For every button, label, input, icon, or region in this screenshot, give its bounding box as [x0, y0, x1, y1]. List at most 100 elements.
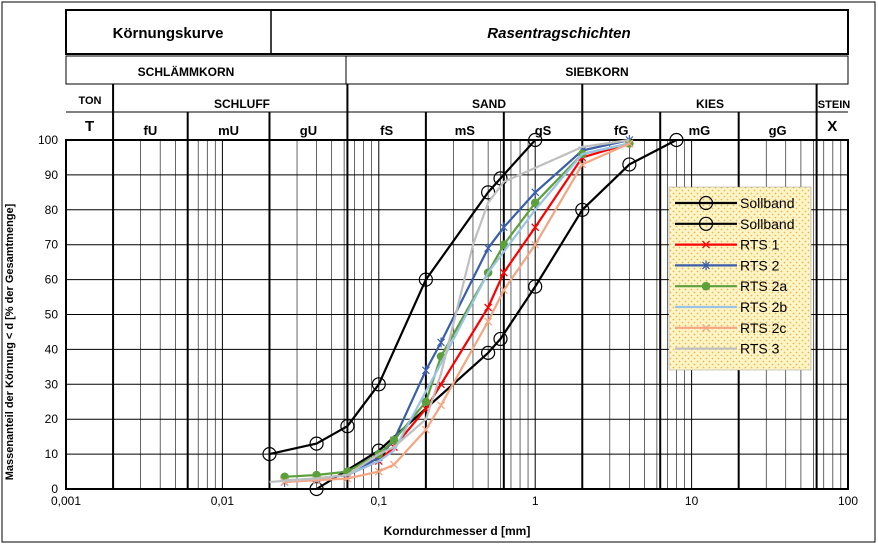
data-point	[531, 240, 540, 249]
legend-swatch-marker	[698, 216, 714, 231]
data-point	[499, 240, 509, 249]
legend-item: RTS 2a	[675, 278, 787, 294]
data-point	[531, 187, 540, 198]
class-kies: KIES	[696, 97, 724, 111]
data-point	[499, 286, 508, 295]
y-tick-label: 10	[45, 447, 59, 461]
data-point	[530, 198, 540, 208]
data-point	[481, 345, 496, 360]
series-rts-2c	[280, 139, 634, 486]
data-point	[309, 436, 324, 451]
x-tick-label: 0,01	[211, 494, 235, 508]
header-right-title: Rasentragschichten	[487, 25, 630, 42]
legend-box	[668, 186, 812, 371]
data-point	[528, 132, 543, 148]
data-point	[484, 317, 493, 326]
legend-item: RTS 3	[675, 341, 780, 357]
data-point	[389, 460, 398, 469]
legend-label: Sollband	[740, 195, 795, 211]
legend-label: RTS 2c	[740, 320, 786, 336]
data-point	[578, 160, 587, 169]
legend-item: RTS 2c	[675, 320, 786, 336]
data-point	[499, 222, 508, 233]
group-siebkorn: SIEBKORN	[565, 65, 628, 79]
y-tick-label: 50	[45, 308, 59, 322]
series-rts-3	[269, 138, 630, 484]
data-point	[421, 425, 430, 434]
subclass-label: gG	[769, 123, 787, 138]
x-tick-label: 0,1	[370, 494, 387, 508]
x-tick-label: 0,001	[51, 494, 81, 508]
legend-swatch-marker	[702, 323, 710, 332]
data-point	[340, 419, 355, 434]
legend-label: RTS 1	[740, 237, 780, 253]
legend-item: Sollband	[675, 195, 795, 211]
legend-swatch-marker	[698, 195, 714, 211]
data-point	[418, 272, 433, 287]
legend-label: RTS 3	[740, 341, 780, 357]
x-axis-label: Korndurchmesser d [mm]	[384, 524, 531, 538]
y-tick-label: 100	[38, 133, 58, 147]
data-point	[437, 337, 445, 348]
class-schluff: SCHLUFF	[214, 97, 270, 111]
legend-label: Sollband	[740, 216, 795, 232]
data-point	[528, 279, 543, 294]
data-point	[421, 365, 430, 376]
series-sollband	[262, 132, 543, 462]
plot-axes: 0 10 20 30 40 50 60 70 80 90 100 0,001 0,01 0,1 1 10 100	[38, 133, 858, 508]
y-tick-label: 80	[45, 203, 59, 217]
subclass-label: fG	[614, 123, 628, 138]
subclass-label: fU	[144, 123, 158, 138]
subclass-label: mS	[455, 123, 476, 138]
class-stein: STEIN	[818, 99, 850, 111]
data-point	[669, 132, 684, 148]
data-point	[484, 303, 493, 312]
x-tick-label: 100	[838, 494, 858, 508]
series-line	[284, 142, 630, 484]
data-point	[389, 435, 399, 445]
class-sand: SAND	[472, 97, 506, 111]
legend-item: RTS 2	[675, 257, 780, 273]
y-axis-label: Massenanteil der Körnung < d [% der Gesa…	[4, 203, 16, 480]
plot-frame	[65, 139, 849, 490]
y-tick-label: 0	[51, 482, 58, 496]
group-schlaemmkorn: SCHLÄMMKORN	[138, 64, 235, 79]
y-tick-label: 30	[45, 377, 59, 391]
data-point	[421, 397, 431, 407]
data-point	[484, 243, 493, 254]
subclass-label: T	[85, 118, 94, 135]
data-point	[371, 377, 386, 392]
subclass-label: gS	[535, 123, 552, 138]
y-tick-label: 70	[45, 238, 59, 252]
data-point	[374, 467, 383, 476]
x-tick-label: 10	[685, 494, 699, 508]
legend-label: RTS 2a	[740, 278, 787, 294]
y-tick-label: 90	[45, 168, 59, 182]
data-point	[437, 401, 445, 410]
legend-item: RTS 2b	[675, 299, 787, 315]
subclass-label: gU	[300, 123, 317, 138]
data-point	[622, 157, 637, 172]
legend-swatch-marker	[702, 260, 710, 271]
class-ton: TON	[78, 95, 101, 107]
series-line	[269, 138, 630, 484]
data-point	[262, 447, 277, 462]
legend-swatch-marker	[701, 281, 711, 291]
legend-item: Sollband	[675, 216, 795, 232]
x-tick-label: 1	[532, 494, 539, 508]
header-left-title: Körnungskurve	[113, 25, 224, 42]
subclass-label: X	[827, 118, 837, 135]
header-table: Körnungskurve Rasentragschichten SCHLÄMM…	[65, 9, 850, 113]
legend-item: RTS 1	[675, 237, 780, 253]
subclass-label: mG	[689, 123, 711, 138]
data-point	[493, 331, 508, 347]
subclass-label: mU	[218, 123, 239, 138]
legend-label: RTS 2b	[740, 299, 787, 315]
legend-label: RTS 2	[740, 257, 780, 273]
data-point	[531, 223, 540, 232]
legend: Sollband Sollband RTS 1 RTS 2 RTS 2a RTS 2b RT…	[668, 186, 812, 371]
legend-swatch-marker	[702, 240, 710, 249]
